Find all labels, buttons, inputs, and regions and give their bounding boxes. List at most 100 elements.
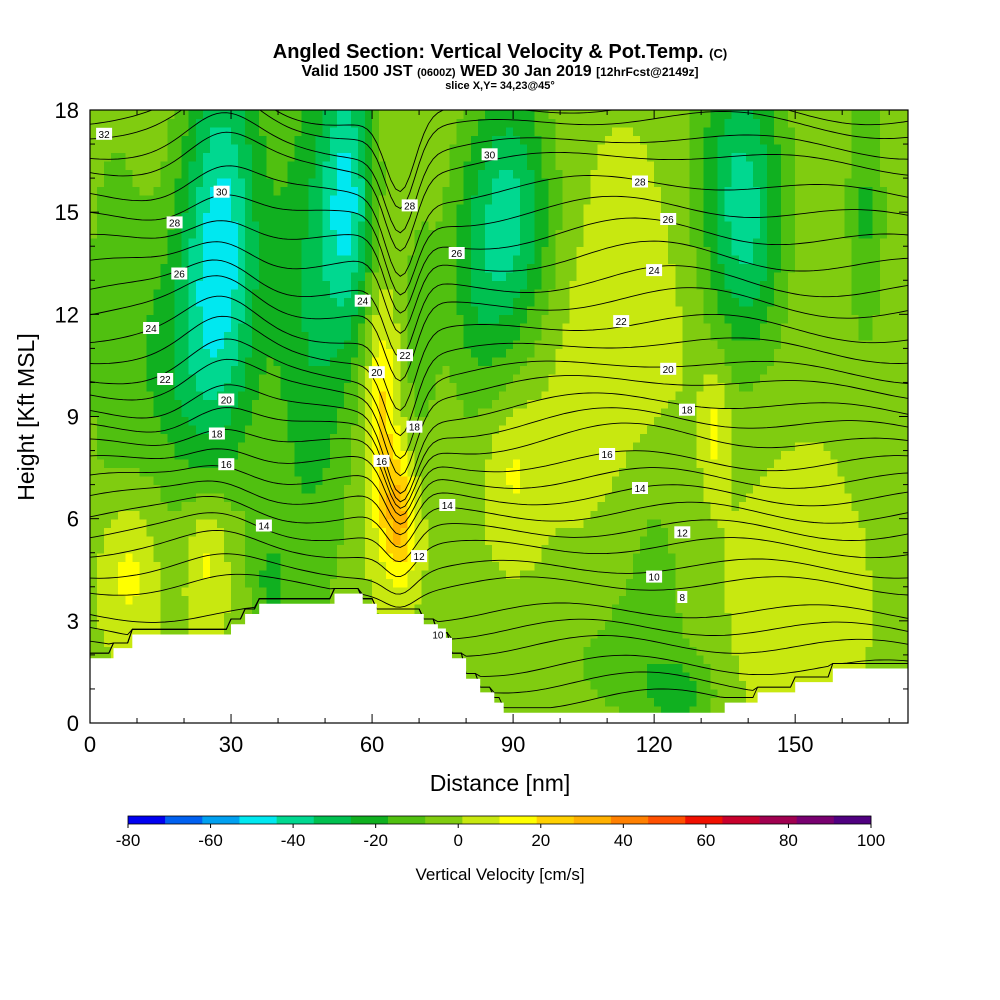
velocity-cell [569,705,578,716]
velocity-cell [506,705,514,716]
velocity-cell [350,578,359,588]
velocity-cell [259,339,267,349]
velocity-cell [238,229,246,239]
velocity-cell [357,127,366,137]
velocity-cell [280,144,289,154]
velocity-cell [252,178,260,188]
velocity-cell [125,595,133,605]
velocity-cell [456,407,465,418]
velocity-cell [541,595,549,605]
velocity-cell [160,339,169,349]
velocity-cell [174,110,183,120]
velocity-cell [414,118,423,128]
velocity-cell [174,484,183,494]
velocity-cell [280,127,289,137]
velocity-cell [484,356,493,367]
velocity-cell [470,212,479,222]
velocity-cell [484,373,493,384]
velocity-cell [372,416,380,426]
velocity-cell [216,280,225,290]
velocity-cell [90,433,98,443]
velocity-cell [160,399,169,409]
velocity-cell [562,569,571,579]
velocity-cell [97,433,105,443]
velocity-cell [365,493,373,503]
velocity-cell [534,229,542,239]
velocity-cell [308,322,317,332]
velocity-cell [520,671,528,682]
velocity-cell [216,118,225,128]
velocity-cell [209,510,218,520]
velocity-cell [280,399,289,409]
velocity-cell [456,459,465,469]
velocity-cell [301,280,310,290]
velocity-cell [111,169,119,179]
velocity-cell [125,339,133,349]
velocity-cell [414,450,423,460]
velocity-cell [97,620,105,630]
velocity-cell [238,144,246,154]
velocity-cell [491,654,500,664]
velocity-cell [273,135,281,145]
velocity-cell [541,518,549,528]
velocity-cell [499,697,507,707]
velocity-cell [315,442,324,452]
velocity-cell [541,569,549,579]
velocity-cell [287,518,296,528]
velocity-cell [414,518,423,528]
velocity-cell [386,127,394,137]
velocity-cell [245,493,253,503]
velocity-cell [231,586,239,596]
velocity-cell [336,127,345,137]
velocity-cell [223,297,232,307]
velocity-cell [202,544,211,554]
velocity-cell [442,382,451,392]
velocity-cell [576,501,585,511]
velocity-cell [562,169,571,179]
velocity-cell [484,578,493,588]
velocity-cell [252,203,260,213]
velocity-cell [477,620,486,630]
velocity-cell [442,569,451,579]
velocity-cell [414,348,423,358]
velocity-cell [428,510,437,520]
velocity-cell [365,518,373,528]
velocity-cell [393,356,401,367]
velocity-cell [428,569,437,579]
velocity-cell [463,552,472,562]
velocity-cell [534,390,542,401]
velocity-cell [174,195,183,205]
velocity-cell [569,118,578,128]
velocity-cell [329,510,338,520]
velocity-cell [463,586,472,596]
velocity-cell [125,629,133,639]
velocity-cell [477,680,486,690]
velocity-cell [294,390,303,401]
velocity-cell [484,271,493,281]
velocity-cell [541,501,549,511]
velocity-cell [139,195,148,205]
velocity-cell [513,195,521,205]
velocity-cell [167,578,176,588]
velocity-cell [548,195,557,205]
velocity-cell [379,212,387,222]
velocity-cell [174,416,183,426]
velocity-cell [153,459,162,469]
velocity-cell [477,654,486,664]
velocity-cell [266,271,274,281]
velocity-cell [414,135,423,145]
velocity-cell [562,467,571,477]
velocity-cell [301,348,310,358]
velocity-cell [336,569,345,579]
velocity-cell [541,680,549,690]
velocity-cell [90,442,98,452]
velocity-cell [407,399,415,409]
velocity-cell [245,322,253,332]
velocity-cell [527,280,535,290]
velocity-cell [343,169,352,179]
velocity-cell [90,467,98,477]
velocity-cell [343,203,352,213]
velocity-cell [111,305,119,315]
velocity-cell [202,110,211,120]
velocity-cell [238,288,246,298]
